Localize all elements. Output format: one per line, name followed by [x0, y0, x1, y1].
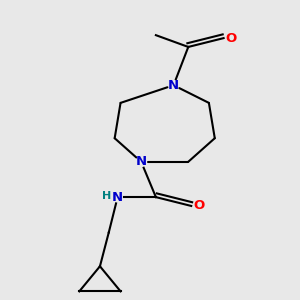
Text: N: N: [168, 79, 179, 92]
Text: O: O: [193, 200, 204, 212]
Text: N: N: [136, 155, 147, 168]
Text: O: O: [225, 32, 237, 45]
Text: N: N: [112, 190, 123, 204]
Text: H: H: [102, 190, 111, 201]
